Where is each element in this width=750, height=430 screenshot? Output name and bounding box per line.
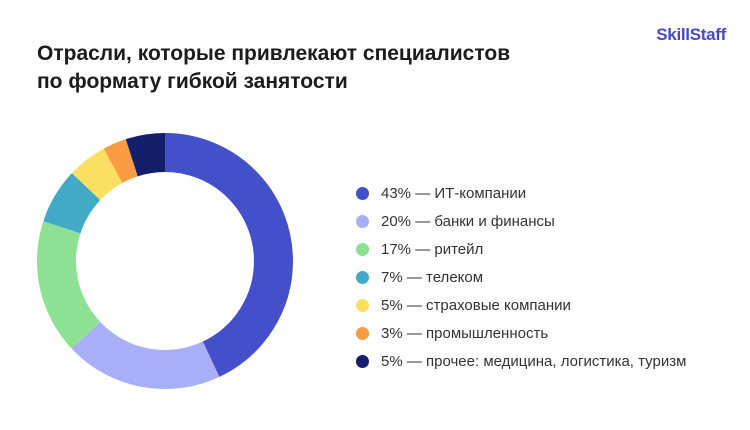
legend-label: 5% — прочее: медицина, логистика, туризм: [381, 352, 687, 370]
legend-item: 7% — телеком: [356, 263, 686, 291]
donut-chart: [37, 133, 293, 389]
legend-label: 7% — телеком: [381, 268, 484, 286]
page-title-line2: по формату гибкой занятости: [37, 70, 348, 93]
legend-item: 43% — ИТ-компании: [356, 179, 686, 207]
legend-label: 17% — ритейл: [381, 240, 484, 258]
legend-label: 5% — страховые компании: [381, 296, 571, 314]
page-title: Отрасли, которые привлекают специалистов…: [37, 40, 510, 96]
donut-segment: [37, 133, 293, 389]
page-title-line1: Отрасли, которые привлекают специалистов: [37, 42, 511, 65]
legend-swatch: [356, 242, 369, 256]
legend-item: 3% — промышленность: [356, 319, 686, 347]
legend-label: 43% — ИТ-компании: [381, 184, 527, 202]
donut-segment: [37, 133, 293, 389]
legend-label: 20% — банки и финансы: [381, 212, 555, 230]
legend-swatch: [356, 186, 369, 200]
legend-item: 5% — страховые компании: [356, 291, 686, 319]
legend-item: 20% — банки и финансы: [356, 207, 686, 235]
skillstaff-logo: SkillStaff: [656, 25, 726, 44]
legend-item: 17% — ритейл: [356, 235, 686, 263]
donut-segment: [37, 133, 293, 389]
legend-swatch: [356, 298, 369, 312]
legend-swatch: [356, 214, 369, 228]
legend-label: 3% — промышленность: [381, 324, 549, 342]
legend-swatch: [356, 326, 369, 340]
chart-legend: 43% — ИТ-компании 20% — банки и финансы …: [356, 179, 686, 375]
legend-swatch: [356, 270, 369, 284]
legend-item: 5% — прочее: медицина, логистика, туризм: [356, 347, 686, 375]
legend-swatch: [356, 354, 369, 368]
